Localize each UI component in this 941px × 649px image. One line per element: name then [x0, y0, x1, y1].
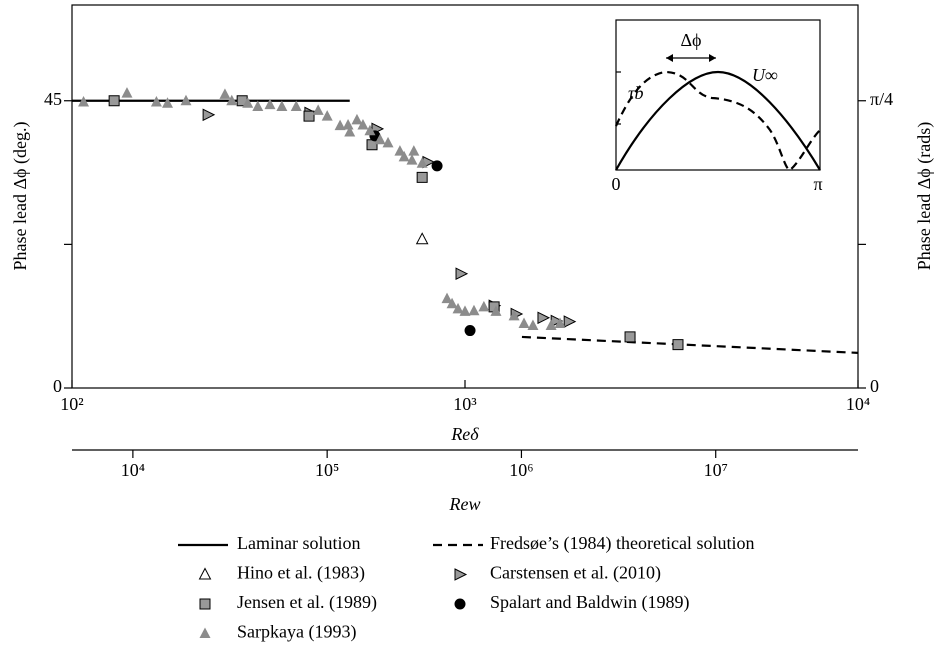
- legend-label: Fredsøe’s (1984) theoretical solution: [490, 533, 754, 554]
- marker: [478, 300, 490, 312]
- marker: [150, 96, 162, 107]
- y2-axis-label: Phase lead Δϕ (rads): [914, 122, 935, 271]
- marker: [357, 119, 369, 130]
- x-axis-label: Reδ: [450, 424, 479, 444]
- inset-shear-curve: [614, 70, 821, 172]
- inset-lead-label: Δϕ: [680, 30, 701, 50]
- marker: [459, 305, 471, 316]
- x2-tick-label: 10⁴: [121, 460, 145, 480]
- marker: [563, 315, 577, 328]
- marker: [121, 87, 133, 98]
- legend-label: Spalart and Baldwin (1989): [490, 592, 689, 613]
- legend-label: Laminar solution: [237, 533, 360, 553]
- marker: [342, 119, 354, 130]
- marker: [441, 292, 453, 304]
- marker: [672, 339, 684, 351]
- legend-marker: [198, 567, 212, 580]
- marker: [202, 108, 216, 122]
- marker: [464, 325, 476, 337]
- legend-label: Jensen et al. (1989): [237, 592, 377, 613]
- marker: [537, 311, 551, 325]
- inset: Δϕ τb U∞ 0 π: [612, 19, 823, 194]
- y-tick-label: 45: [44, 89, 62, 109]
- inset-velocity-label: U∞: [752, 65, 778, 85]
- marker: [344, 126, 356, 137]
- x-tick-label: 10³: [453, 394, 477, 414]
- marker: [180, 94, 192, 106]
- marker: [446, 297, 458, 309]
- marker: [398, 150, 410, 162]
- marker: [455, 267, 469, 281]
- marker: [382, 136, 394, 148]
- marker: [290, 100, 302, 111]
- marker: [276, 100, 288, 111]
- marker: [415, 232, 429, 245]
- marker: [108, 95, 120, 107]
- marker: [408, 145, 420, 156]
- marker: [527, 319, 539, 330]
- marker: [394, 145, 406, 156]
- marker: [406, 154, 418, 165]
- marker: [452, 302, 464, 314]
- legend-marker: [199, 627, 211, 638]
- marker: [351, 113, 363, 125]
- x-tick-label: 10²: [60, 394, 83, 414]
- marker: [518, 317, 530, 329]
- inset-shear-label: τb: [628, 83, 643, 103]
- marker: [364, 124, 376, 136]
- marker: [334, 119, 346, 131]
- marker: [264, 98, 276, 110]
- marker: [416, 157, 428, 168]
- marker: [219, 88, 231, 99]
- marker: [490, 305, 502, 316]
- legend-marker: [454, 568, 468, 581]
- marker: [624, 331, 636, 343]
- y-tick-label: 0: [53, 376, 62, 396]
- marker: [554, 317, 566, 329]
- inset-frame: [615, 19, 821, 171]
- y2-tick-label: 0: [870, 376, 879, 396]
- legend-label: Sarpkaya (1993): [237, 622, 356, 643]
- x2-tick-label: 10⁵: [315, 460, 339, 480]
- legend-marker: [199, 598, 211, 610]
- marker: [416, 171, 428, 183]
- inset-velocity-curve: [615, 70, 821, 171]
- marker: [545, 319, 557, 330]
- marker: [242, 97, 254, 108]
- x-tick-label: 10⁴: [846, 394, 870, 414]
- legend-label: Hino et al. (1983): [237, 563, 365, 584]
- marker: [431, 160, 443, 172]
- y2-tick-label: π/4: [870, 89, 893, 109]
- y-axis-label: Phase lead Δϕ (deg.): [10, 121, 31, 270]
- marker: [252, 100, 264, 111]
- series-line: [521, 335, 859, 354]
- marker: [226, 94, 238, 106]
- inset-tick-label: π: [813, 174, 822, 194]
- marker: [468, 304, 480, 316]
- marker: [321, 110, 333, 121]
- marker: [312, 104, 324, 115]
- marker: [508, 309, 520, 321]
- marker: [162, 97, 174, 108]
- x2-axis-label: Rew: [449, 494, 481, 514]
- legend-label: Carstensen et al. (2010): [490, 563, 661, 584]
- marker: [78, 96, 90, 107]
- marker: [374, 133, 386, 145]
- inset-tick-label: 0: [612, 174, 621, 194]
- legend-marker: [454, 598, 466, 610]
- x2-tick-label: 10⁶: [509, 460, 533, 480]
- marker: [303, 110, 315, 122]
- x2-tick-label: 10⁷: [704, 460, 728, 480]
